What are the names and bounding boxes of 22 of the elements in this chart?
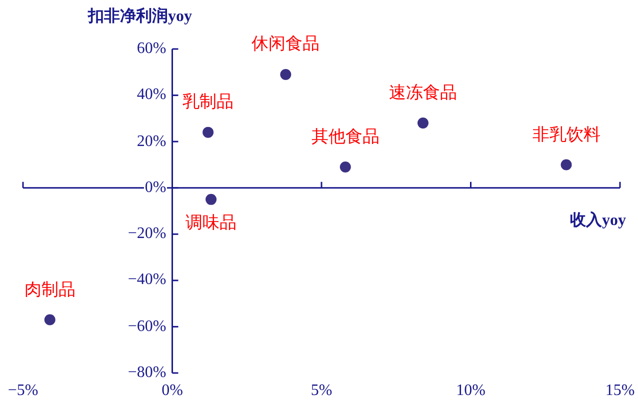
y-tick-label: −80% — [126, 364, 168, 382]
annotation: 休闲食品 — [252, 33, 320, 56]
y-tick-label: 60% — [136, 40, 168, 58]
annotation: 速冻食品 — [388, 82, 457, 104]
y-tick-label: −60% — [126, 318, 168, 336]
x-tick-label: 0% — [162, 382, 183, 399]
y-tick-label: −20% — [126, 225, 168, 244]
y-tick-label: 20% — [136, 132, 168, 151]
x-axis-title: 收入yoy — [570, 210, 626, 231]
y-tick-label: −40% — [126, 271, 168, 290]
annotation: 其他食品 — [311, 126, 380, 148]
y-axis-title: 扣非净利润yoy — [88, 6, 192, 27]
annotation: 乳制品 — [182, 91, 234, 114]
x-tick-label: 5% — [310, 382, 332, 399]
y-tick-label: 0% — [144, 178, 168, 197]
annotation: 非乳饮料 — [532, 124, 600, 146]
annotation: 肉制品 — [24, 278, 76, 301]
x-tick-label: 15% — [605, 382, 635, 399]
annotation: 调味品 — [186, 212, 237, 234]
x-tick-label: −5% — [8, 382, 38, 399]
y-tick-label: 40% — [136, 86, 168, 104]
x-tick-label: 10% — [456, 382, 486, 399]
